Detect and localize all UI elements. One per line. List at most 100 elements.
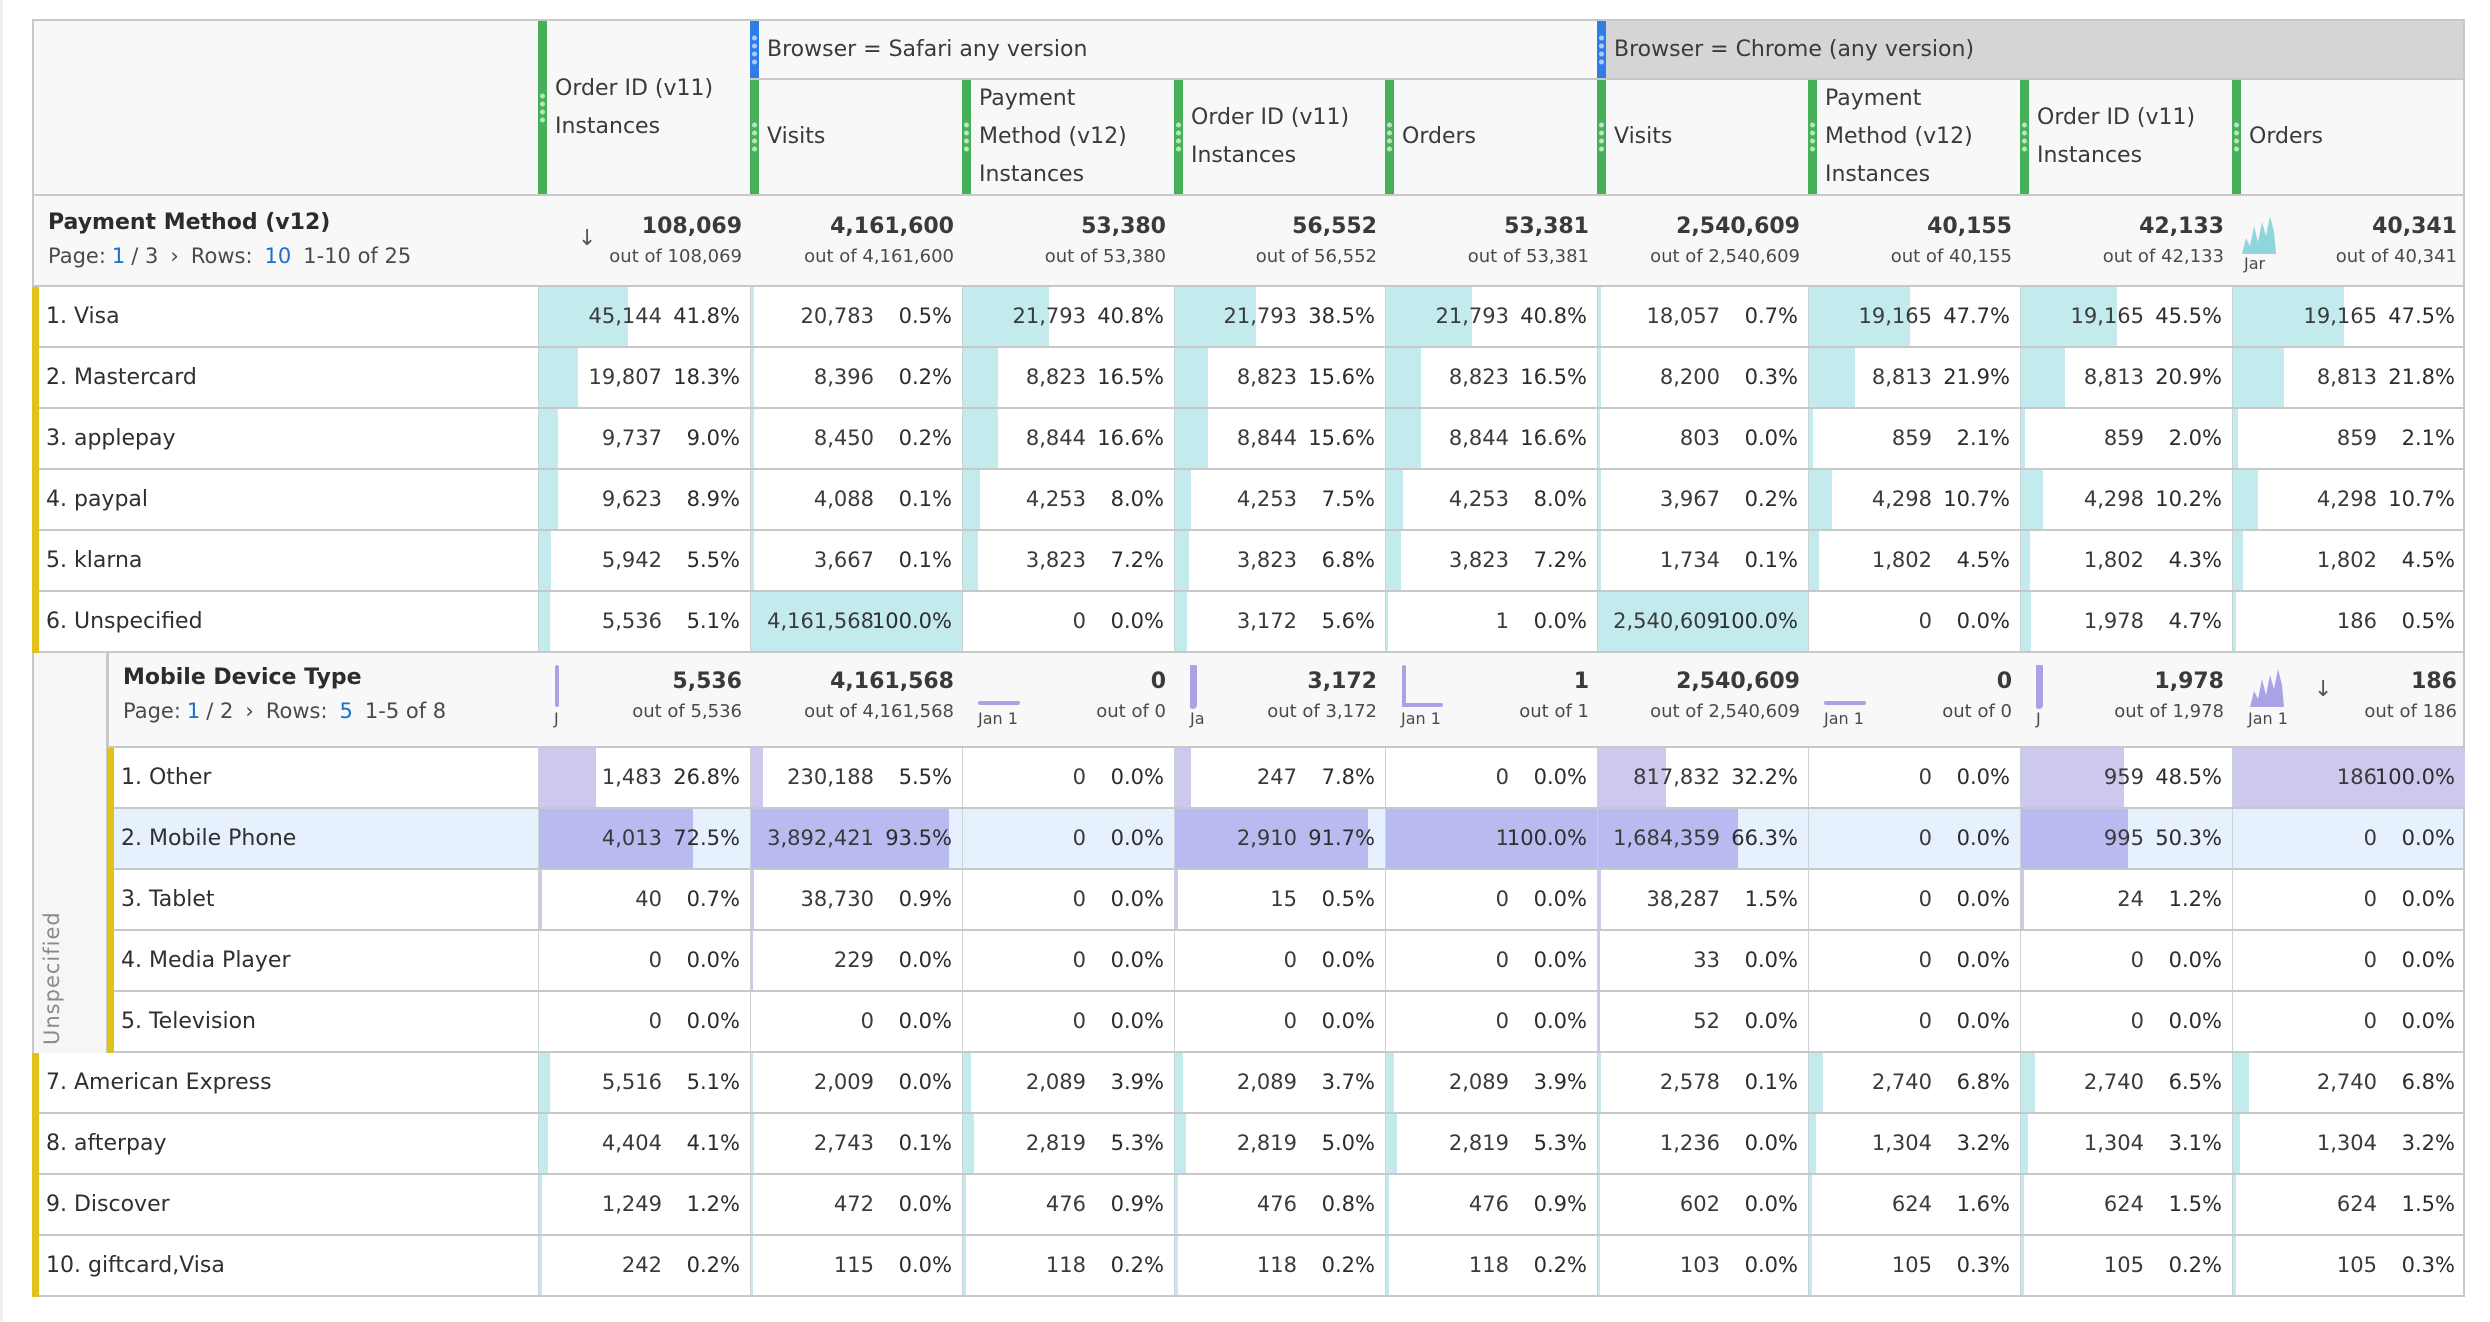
metric-cell[interactable]: 8,813 20.9%	[2020, 348, 2232, 407]
metric-cell[interactable]: 0 0.0%	[2020, 992, 2232, 1051]
metric-cell[interactable]: 103 0.0%	[1597, 1236, 1808, 1295]
page-number[interactable]: 1	[111, 244, 126, 268]
metric-cell[interactable]: 3,823 7.2%	[962, 531, 1174, 590]
metric-cell[interactable]: 0 0.0%	[1808, 809, 2020, 868]
metric-cell[interactable]: 0 0.0%	[962, 870, 1174, 929]
metric-cell[interactable]: 4,404 4.1%	[538, 1114, 750, 1173]
metric-cell[interactable]: 21,793 38.5%	[1174, 287, 1385, 346]
metric-cell[interactable]: 5,536 5.1%	[538, 592, 750, 651]
metric-cell[interactable]: 9,737 9.0%	[538, 409, 750, 468]
dimension-title[interactable]: Payment Method (v12)	[48, 210, 331, 235]
segment-header-chrome[interactable]: Browser = Chrome (any version)	[1597, 19, 2465, 80]
column-header[interactable]: Visits	[750, 80, 962, 196]
metric-cell[interactable]: 8,844 16.6%	[1385, 409, 1597, 468]
metric-cell[interactable]: 5,942 5.5%	[538, 531, 750, 590]
metric-cell[interactable]: 0 0.0%	[1808, 870, 2020, 929]
metric-cell[interactable]: 1,978 4.7%	[2020, 592, 2232, 651]
column-header[interactable]: Payment Method (v12) Instances	[1808, 80, 2020, 196]
metric-cell[interactable]: 8,823 16.5%	[1385, 348, 1597, 407]
metric-cell[interactable]: 2,089 3.9%	[962, 1053, 1174, 1112]
metric-cell[interactable]: 1,249 1.2%	[538, 1175, 750, 1234]
metric-cell[interactable]: 52 0.0%	[1597, 992, 1808, 1051]
metric-cell[interactable]: 45,144 41.8%	[538, 287, 750, 346]
drag-handle-icon[interactable]	[1599, 32, 1604, 67]
metric-cell[interactable]: 115 0.0%	[750, 1236, 962, 1295]
metric-cell[interactable]: 0 0.0%	[2232, 870, 2465, 929]
metric-cell[interactable]: 0 0.0%	[2232, 931, 2465, 990]
row-label[interactable]: 6. Unspecified	[46, 609, 203, 634]
metric-cell[interactable]: 4,253 8.0%	[962, 470, 1174, 529]
table-row[interactable]: 2. Mastercard 19,807 18.3% 8,396 0.2% 8,823 16…	[32, 348, 2465, 409]
metric-cell[interactable]: 1,483 26.8%	[538, 748, 750, 807]
metric-cell[interactable]: 19,807 18.3%	[538, 348, 750, 407]
metric-cell[interactable]: 2,819 5.0%	[1174, 1114, 1385, 1173]
metric-cell[interactable]: 0 0.0%	[962, 992, 1174, 1051]
page-number[interactable]: 1	[186, 699, 201, 723]
metric-cell[interactable]: 18,057 0.7%	[1597, 287, 1808, 346]
drag-handle-icon[interactable]	[2234, 120, 2239, 155]
metric-cell[interactable]: 0 0.0%	[538, 992, 750, 1051]
metric-cell[interactable]: 1,304 3.2%	[1808, 1114, 2020, 1173]
drag-handle-icon[interactable]	[752, 120, 757, 155]
metric-cell[interactable]: 8,823 15.6%	[1174, 348, 1385, 407]
metric-cell[interactable]: 2,740 6.5%	[2020, 1053, 2232, 1112]
row-label[interactable]: 1. Visa	[46, 304, 120, 329]
drag-handle-icon[interactable]	[1387, 120, 1392, 155]
row-label[interactable]: 5. Television	[121, 1009, 256, 1034]
metric-cell[interactable]: 0 0.0%	[1174, 931, 1385, 990]
column-header[interactable]: Order ID (v11) Instances	[1174, 80, 1385, 196]
metric-cell[interactable]: 0 0.0%	[1385, 748, 1597, 807]
table-row[interactable]: 5. klarna 5,942 5.5% 3,667 0.1% 3,823 7.2% 3,82…	[32, 531, 2465, 592]
metric-cell[interactable]: 0 0.0%	[962, 809, 1174, 868]
metric-cell[interactable]: 38,730 0.9%	[750, 870, 962, 929]
metric-cell[interactable]: 4,088 0.1%	[750, 470, 962, 529]
drag-handle-icon[interactable]	[1599, 120, 1604, 155]
metric-cell[interactable]: 959 48.5%	[2020, 748, 2232, 807]
metric-cell[interactable]: 2,740 6.8%	[2232, 1053, 2465, 1112]
metric-cell[interactable]: 4,253 7.5%	[1174, 470, 1385, 529]
metric-cell[interactable]: 8,450 0.2%	[750, 409, 962, 468]
metric-cell[interactable]: 4,253 8.0%	[1385, 470, 1597, 529]
metric-cell[interactable]: 1 0.0%	[1385, 592, 1597, 651]
row-label[interactable]: 7. American Express	[46, 1070, 272, 1095]
drag-handle-icon[interactable]	[2022, 120, 2027, 155]
rows-per-page[interactable]: 5	[339, 699, 353, 723]
metric-cell[interactable]: 803 0.0%	[1597, 409, 1808, 468]
table-row[interactable]: 6. Unspecified 5,536 5.1% 4,161,568 100.0% 0 0…	[32, 592, 2465, 653]
metric-cell[interactable]: 4,298 10.2%	[2020, 470, 2232, 529]
metric-cell[interactable]: 4,013 72.5%	[538, 809, 750, 868]
column-header[interactable]: Visits	[1597, 80, 1808, 196]
metric-cell[interactable]: 476 0.9%	[1385, 1175, 1597, 1234]
table-row[interactable]: 3. applepay 9,737 9.0% 8,450 0.2% 8,844 16.6% 8…	[32, 409, 2465, 470]
rows-per-page[interactable]: 10	[264, 244, 292, 268]
metric-cell[interactable]: 229 0.0%	[750, 931, 962, 990]
metric-cell[interactable]: 2,089 3.7%	[1174, 1053, 1385, 1112]
metric-cell[interactable]: 0 0.0%	[1808, 592, 2020, 651]
drag-handle-icon[interactable]	[1176, 120, 1181, 155]
metric-cell[interactable]: 15 0.5%	[1174, 870, 1385, 929]
metric-cell[interactable]: 2,578 0.1%	[1597, 1053, 1808, 1112]
metric-cell[interactable]: 2,819 5.3%	[1385, 1114, 1597, 1173]
metric-cell[interactable]: 2,743 0.1%	[750, 1114, 962, 1173]
row-label[interactable]: 2. Mobile Phone	[121, 826, 297, 851]
next-page-button[interactable]: ›	[245, 699, 254, 723]
row-label[interactable]: 4. paypal	[46, 487, 149, 512]
metric-cell[interactable]: 0 0.0%	[1385, 870, 1597, 929]
metric-cell[interactable]: 242 0.2%	[538, 1236, 750, 1295]
table-row[interactable]: 4. paypal 9,623 8.9% 4,088 0.1% 4,253 8.0% 4,25…	[32, 470, 2465, 531]
table-row[interactable]: 5. Television 0 0.0% 0 0.0% 0 0.0% 0 0.0% 0 0.0% 52…	[107, 992, 2465, 1053]
metric-cell[interactable]: 2,089 3.9%	[1385, 1053, 1597, 1112]
drag-handle-icon[interactable]	[1810, 120, 1815, 155]
table-row[interactable]: 1. Visa 45,144 41.8% 20,783 0.5% 21,793 40.8% 2…	[32, 287, 2465, 348]
sort-descending-icon[interactable]: ↓	[578, 226, 597, 251]
row-label[interactable]: 8. afterpay	[46, 1131, 167, 1156]
metric-cell[interactable]: 859 2.0%	[2020, 409, 2232, 468]
metric-cell[interactable]: 0 0.0%	[538, 931, 750, 990]
table-row[interactable]: 4. Media Player 0 0.0% 229 0.0% 0 0.0% 0 0.0% 0 0.…	[107, 931, 2465, 992]
table-row[interactable]: 3. Tablet 40 0.7% 38,730 0.9% 0 0.0% 15 0.5% 0 0.0…	[107, 870, 2465, 931]
metric-cell[interactable]: 0 0.0%	[962, 748, 1174, 807]
row-label[interactable]: 1. Other	[121, 765, 212, 790]
metric-cell[interactable]: 19,165 47.7%	[1808, 287, 2020, 346]
table-row[interactable]: 8. afterpay 4,404 4.1% 2,743 0.1% 2,819 5.3% 2,…	[32, 1114, 2465, 1175]
metric-cell[interactable]: 472 0.0%	[750, 1175, 962, 1234]
